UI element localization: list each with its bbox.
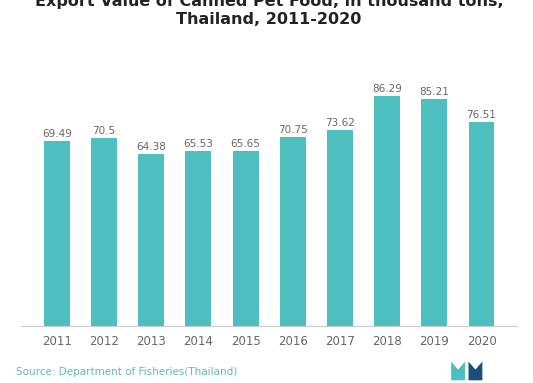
Text: 70.75: 70.75 [278, 125, 308, 135]
Text: 76.51: 76.51 [466, 110, 496, 120]
Bar [185, 151, 212, 326]
Bar [138, 154, 164, 326]
Bar [374, 96, 400, 326]
Text: Source: Department of Fisheries(Thailand): Source: Department of Fisheries(Thailand… [16, 367, 237, 377]
Text: 70.5: 70.5 [92, 126, 116, 136]
Bar [91, 138, 117, 326]
Text: 73.62: 73.62 [325, 118, 355, 128]
Title: Export Value of Canned Pet Food, in thousand tons,
Thailand, 2011-2020: Export Value of Canned Pet Food, in thou… [35, 0, 504, 27]
Text: 69.49: 69.49 [42, 129, 72, 139]
Polygon shape [469, 362, 482, 380]
Text: 85.21: 85.21 [419, 87, 449, 97]
Text: 65.65: 65.65 [231, 139, 261, 149]
Bar [280, 137, 306, 326]
Text: 86.29: 86.29 [372, 84, 402, 94]
Text: 65.53: 65.53 [183, 139, 213, 149]
Bar [469, 122, 495, 326]
Bar [44, 141, 70, 326]
Text: 64.38: 64.38 [136, 142, 166, 152]
Bar [422, 99, 447, 326]
Bar [232, 151, 259, 326]
Polygon shape [451, 362, 465, 380]
Bar [327, 129, 353, 326]
